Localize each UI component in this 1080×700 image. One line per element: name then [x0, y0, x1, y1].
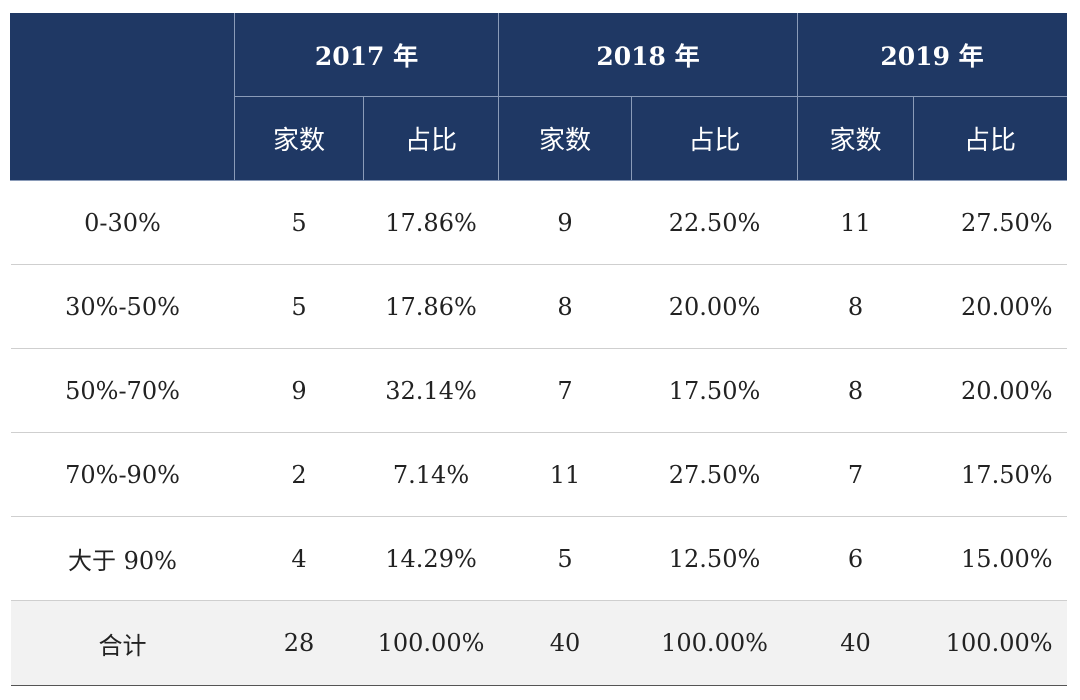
- subheader-share-2018: 占比: [631, 96, 799, 181]
- cell-count: 8: [797, 348, 914, 433]
- total-count: 40: [797, 600, 914, 686]
- cell-share: 14.29%: [363, 516, 499, 601]
- cell-count: 2: [234, 432, 364, 517]
- cell-count: 5: [234, 264, 364, 349]
- cell-count: 7: [498, 348, 632, 433]
- cell-count: 8: [797, 264, 914, 349]
- cell-count: 8: [498, 264, 632, 349]
- table-row: 50%-70% 9 32.14% 7 17.50% 8 20.00%: [10, 348, 1067, 433]
- cell-count: 7: [797, 432, 914, 517]
- cell-count: 6: [797, 516, 914, 601]
- cell-share: 27.50%: [631, 432, 798, 517]
- header-row-years: 2017 年 2018 年 2019 年: [10, 13, 1068, 181]
- subheader-count-2017: 家数: [234, 96, 364, 181]
- table-row: 大于 90% 4 14.29% 5 12.50% 6 15.00%: [10, 516, 1067, 601]
- cell-share: 32.14%: [363, 348, 499, 433]
- subheader-share-2019: 占比: [913, 96, 1068, 181]
- cell-share: 17.86%: [363, 264, 499, 349]
- year-header-2019: 2019 年: [797, 13, 1068, 97]
- total-row: 合计 28 100.00% 40 100.00% 40 100.00%: [10, 600, 1067, 686]
- cell-share: 17.86%: [363, 180, 499, 265]
- table-row: 0-30% 5 17.86% 9 22.50% 11 27.50%: [10, 180, 1067, 265]
- year-header-2017: 2017 年: [233, 13, 500, 97]
- row-label: 50%-70%: [10, 348, 235, 433]
- cell-share: 15.00%: [913, 516, 1067, 601]
- total-share: 100.00%: [363, 600, 499, 686]
- cell-count: 11: [498, 432, 632, 517]
- row-label: 70%-90%: [10, 432, 235, 517]
- header-corner-cell: [10, 13, 235, 181]
- cell-count: 4: [234, 516, 364, 601]
- cell-count: 5: [498, 516, 632, 601]
- total-label: 合计: [10, 600, 235, 686]
- row-label: 大于 90%: [10, 516, 235, 601]
- cell-share: 17.50%: [631, 348, 798, 433]
- total-count: 40: [498, 600, 632, 686]
- table-row: 30%-50% 5 17.86% 8 20.00% 8 20.00%: [10, 264, 1067, 349]
- cell-share: 7.14%: [363, 432, 499, 517]
- table-row: 70%-90% 2 7.14% 11 27.50% 7 17.50%: [10, 432, 1067, 517]
- cell-share: 20.00%: [631, 264, 798, 349]
- subheader-share-2017: 占比: [362, 96, 500, 181]
- cell-share: 27.50%: [913, 180, 1067, 265]
- header-row-subcolumns: 家数 占比 家数 占比 家数 占比: [11, 96, 1068, 181]
- row-label: 0-30%: [10, 180, 235, 265]
- cell-count: 9: [498, 180, 632, 265]
- cell-share: 20.00%: [913, 264, 1067, 349]
- row-label: 30%-50%: [10, 264, 235, 349]
- cell-share: 20.00%: [913, 348, 1067, 433]
- total-share: 100.00%: [913, 600, 1067, 686]
- total-share: 100.00%: [631, 600, 798, 686]
- data-table: 2017 年 2018 年 2019 年 家数 占比 家数 占比 家数 占比 0…: [10, 13, 1068, 686]
- subheader-count-2019: 家数: [797, 96, 915, 181]
- year-header-2018: 2018 年: [498, 13, 799, 97]
- total-count: 28: [234, 600, 364, 686]
- cell-share: 12.50%: [631, 516, 798, 601]
- cell-count: 9: [234, 348, 364, 433]
- cell-share: 22.50%: [631, 180, 798, 265]
- cell-count: 5: [234, 180, 364, 265]
- subheader-count-2018: 家数: [498, 96, 633, 181]
- cell-share: 17.50%: [913, 432, 1067, 517]
- cell-count: 11: [797, 180, 914, 265]
